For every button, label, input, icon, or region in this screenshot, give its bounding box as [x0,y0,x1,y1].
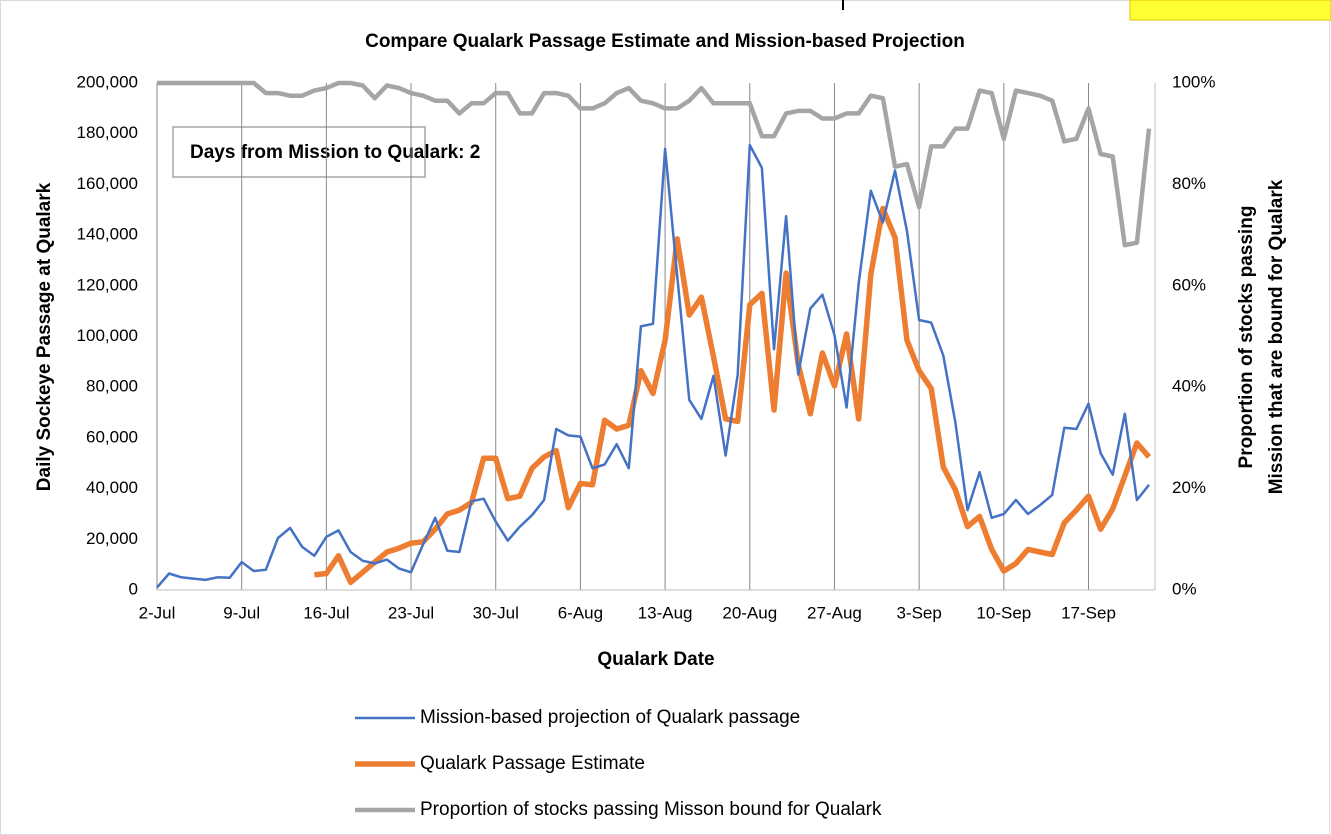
y2-tick-label: 40% [1172,377,1206,396]
y2-axis-title: Mission that are bound for Qualark [1266,179,1287,494]
y2-tick-label: 60% [1172,275,1206,294]
legend-label: Qualark Passage Estimate [420,753,645,774]
x-tick-label: 2-Jul [139,603,176,622]
x-tick-label: 30-Jul [473,603,519,622]
y-tick-label: 180,000 [77,123,138,142]
legend-label: Proportion of stocks passing Misson boun… [420,799,882,820]
y-tick-label: 140,000 [77,225,138,244]
x-tick-label: 17-Sep [1061,603,1116,622]
x-tick-label: 23-Jul [388,603,434,622]
y2-tick-label: 20% [1172,478,1206,497]
y-tick-label: 120,000 [77,275,138,294]
y2-tick-label: 100% [1172,72,1215,91]
y-tick-label: 200,000 [77,72,138,91]
y-tick-label: 100,000 [77,326,138,345]
y-tick-label: 160,000 [77,174,138,193]
chart-title: Compare Qualark Passage Estimate and Mis… [365,31,965,52]
y-tick-label: 80,000 [86,377,138,396]
x-tick-label: 20-Aug [722,603,777,622]
y-tick-label: 0 [129,579,138,598]
y-tick-label: 20,000 [86,529,138,548]
annotation: Days from Mission to Qualark: 2 [190,142,480,163]
x-tick-label: 27-Aug [807,603,862,622]
legend-label: Mission-based projection of Qualark pass… [420,707,800,728]
y2-tick-label: 80% [1172,174,1206,193]
x-tick-label: 10-Sep [976,603,1031,622]
y-tick-label: 60,000 [86,427,138,446]
y-tick-label: 40,000 [86,478,138,497]
annotation-box [172,126,426,178]
y-axis-title: Daily Sockeye Passage at Qualark [34,182,55,491]
y2-axis-title: Proportion of stocks passing [1236,206,1257,469]
x-tick-label: 3-Sep [896,603,941,622]
x-tick-label: 13-Aug [638,603,693,622]
series-line [157,80,1152,248]
y2-tick-label: 0% [1172,579,1197,598]
series-line [156,143,1150,589]
x-axis-title: Qualark Date [597,649,714,670]
highlight-box [1129,0,1331,21]
x-tick-label: 16-Jul [303,603,349,622]
x-tick-label: 9-Jul [223,603,260,622]
x-tick-label: 6-Aug [558,603,603,622]
